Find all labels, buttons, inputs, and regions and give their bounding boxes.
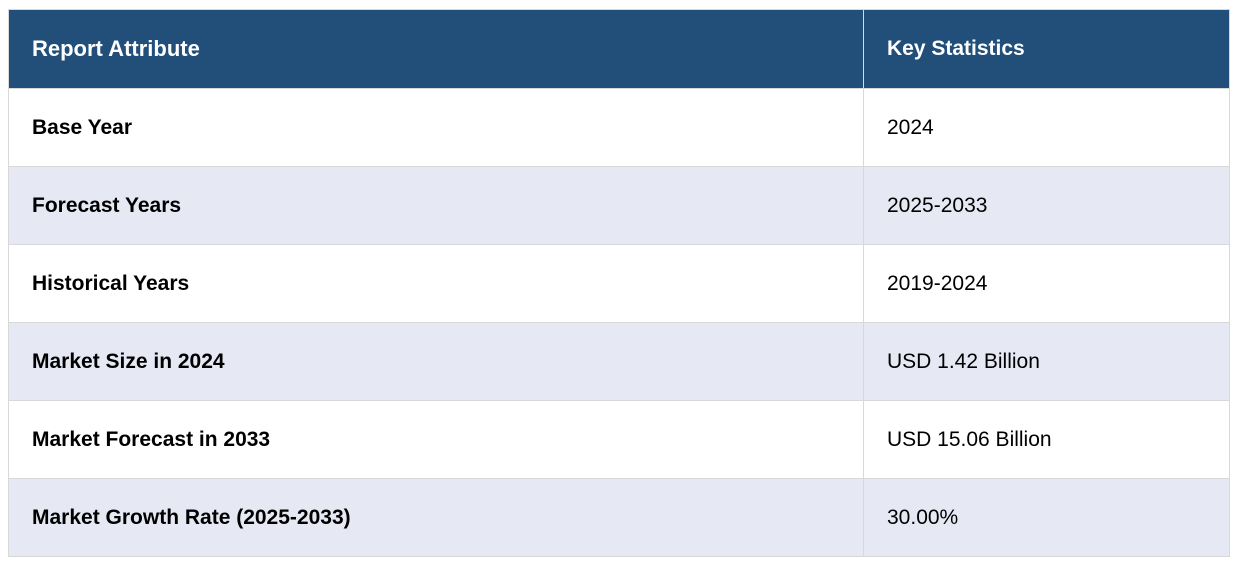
header-row: Report Attribute Key Statistics [8, 9, 1230, 89]
value-cell: 2024 [863, 88, 1230, 167]
value-cell: 2025-2033 [863, 166, 1230, 245]
attribute-cell: Base Year [8, 88, 864, 167]
attribute-cell: Market Forecast in 2033 [8, 400, 864, 479]
table-row: Market Size in 2024 USD 1.42 Billion [8, 322, 1230, 401]
table-row: Market Forecast in 2033 USD 15.06 Billion [8, 400, 1230, 479]
report-table: Report Attribute Key Statistics Base Year… [8, 9, 1230, 557]
attribute-cell: Market Growth Rate (2025-2033) [8, 478, 864, 557]
attribute-cell: Market Size in 2024 [8, 322, 864, 401]
table-row: Base Year 2024 [8, 88, 1230, 167]
value-cell: 2019-2024 [863, 244, 1230, 323]
table-row: Market Growth Rate (2025-2033) 30.00% [8, 478, 1230, 557]
attribute-cell: Forecast Years [8, 166, 864, 245]
header-cell: Key Statistics [863, 9, 1230, 89]
attribute-cell: Historical Years [8, 244, 864, 323]
value-cell: 30.00% [863, 478, 1230, 557]
value-cell: USD 1.42 Billion [863, 322, 1230, 401]
table-row: Forecast Years 2025-2033 [8, 166, 1230, 245]
header-cell: Report Attribute [8, 9, 864, 89]
value-cell: USD 15.06 Billion [863, 400, 1230, 479]
table-row: Historical Years 2019-2024 [8, 244, 1230, 323]
